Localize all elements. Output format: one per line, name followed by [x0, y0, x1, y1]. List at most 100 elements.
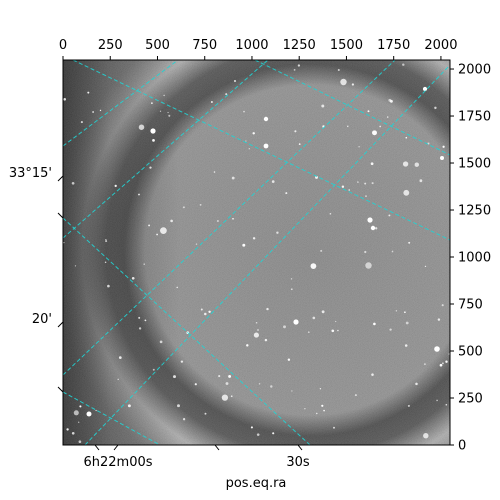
top-tick-label: 1500 [330, 38, 363, 53]
star [424, 363, 426, 365]
top-tick-label: 750 [192, 38, 217, 53]
right-tick-label: 1750 [458, 110, 491, 125]
star [347, 125, 349, 128]
grid-line [84, 64, 450, 445]
star [104, 261, 107, 263]
star [365, 262, 372, 269]
star [80, 121, 83, 124]
grid-line [63, 391, 161, 445]
star [272, 432, 275, 435]
star [127, 404, 131, 408]
star [159, 340, 163, 344]
star [367, 110, 370, 113]
star [445, 404, 448, 406]
star [354, 394, 357, 397]
dec-tick-label-1: 20' [32, 312, 52, 327]
right-tick-label: 750 [458, 298, 483, 313]
star [118, 356, 122, 359]
bright-star [367, 217, 373, 223]
star [419, 179, 423, 183]
star [358, 146, 360, 148]
right-tick-label: 500 [458, 345, 483, 360]
star [117, 378, 119, 380]
star [231, 176, 235, 180]
star [321, 104, 325, 108]
grid-line [63, 217, 311, 445]
bright-star [263, 116, 269, 122]
star [256, 433, 260, 436]
star [297, 64, 301, 67]
star [63, 97, 67, 101]
star [434, 106, 437, 110]
ra-tick-label-0: 6h22m00s [83, 455, 152, 470]
star [221, 394, 229, 401]
star [388, 214, 391, 217]
star [194, 383, 197, 386]
top-tick-label: 1750 [377, 38, 410, 53]
star [213, 171, 216, 173]
top-tick-label: 0 [59, 38, 67, 53]
star [335, 320, 337, 323]
top-tick-label: 1250 [283, 38, 316, 53]
star [308, 331, 310, 333]
grid-line [72, 60, 450, 241]
bright-star [293, 319, 299, 325]
star [283, 325, 286, 329]
star [149, 166, 152, 169]
image-panel [63, 60, 450, 445]
star [404, 344, 408, 347]
top-tick-label: 2000 [424, 38, 457, 53]
star [225, 382, 229, 385]
star [402, 161, 409, 167]
grid-line [63, 60, 179, 147]
star [405, 136, 408, 139]
star [252, 132, 255, 135]
star [177, 404, 180, 408]
star [389, 328, 392, 331]
star [138, 124, 145, 130]
star [168, 114, 171, 117]
star [404, 311, 406, 314]
star [320, 249, 323, 252]
star [245, 140, 247, 142]
star [255, 322, 258, 324]
star [402, 63, 405, 66]
star [266, 307, 269, 311]
star [180, 360, 184, 363]
star [341, 185, 345, 188]
bright-star [422, 86, 428, 92]
star [298, 143, 301, 145]
star [173, 375, 176, 379]
star [131, 276, 135, 280]
star [287, 358, 291, 361]
star [437, 318, 441, 321]
star [372, 130, 377, 136]
star [323, 409, 325, 412]
top-tick-label: 500 [145, 38, 170, 53]
plot-frame [62, 59, 451, 446]
ra-tick-label-1: 30s [286, 455, 310, 470]
star [405, 321, 409, 325]
star [95, 409, 97, 412]
right-tick-label: 250 [458, 392, 483, 407]
star [364, 182, 367, 185]
star [74, 265, 77, 267]
star [204, 312, 207, 316]
world-tick-mark [57, 321, 64, 328]
star [316, 412, 318, 415]
star [442, 145, 445, 148]
star [87, 91, 90, 94]
star [99, 109, 102, 112]
star [216, 220, 219, 222]
bright-star [263, 143, 269, 149]
dec-tick-label-0: 33°15' [9, 166, 52, 181]
star [389, 99, 393, 103]
star [319, 388, 322, 390]
star [312, 316, 316, 320]
star [144, 319, 147, 322]
star [182, 206, 185, 209]
star [170, 219, 173, 223]
star [424, 265, 427, 268]
star [375, 227, 378, 230]
star [290, 288, 293, 291]
